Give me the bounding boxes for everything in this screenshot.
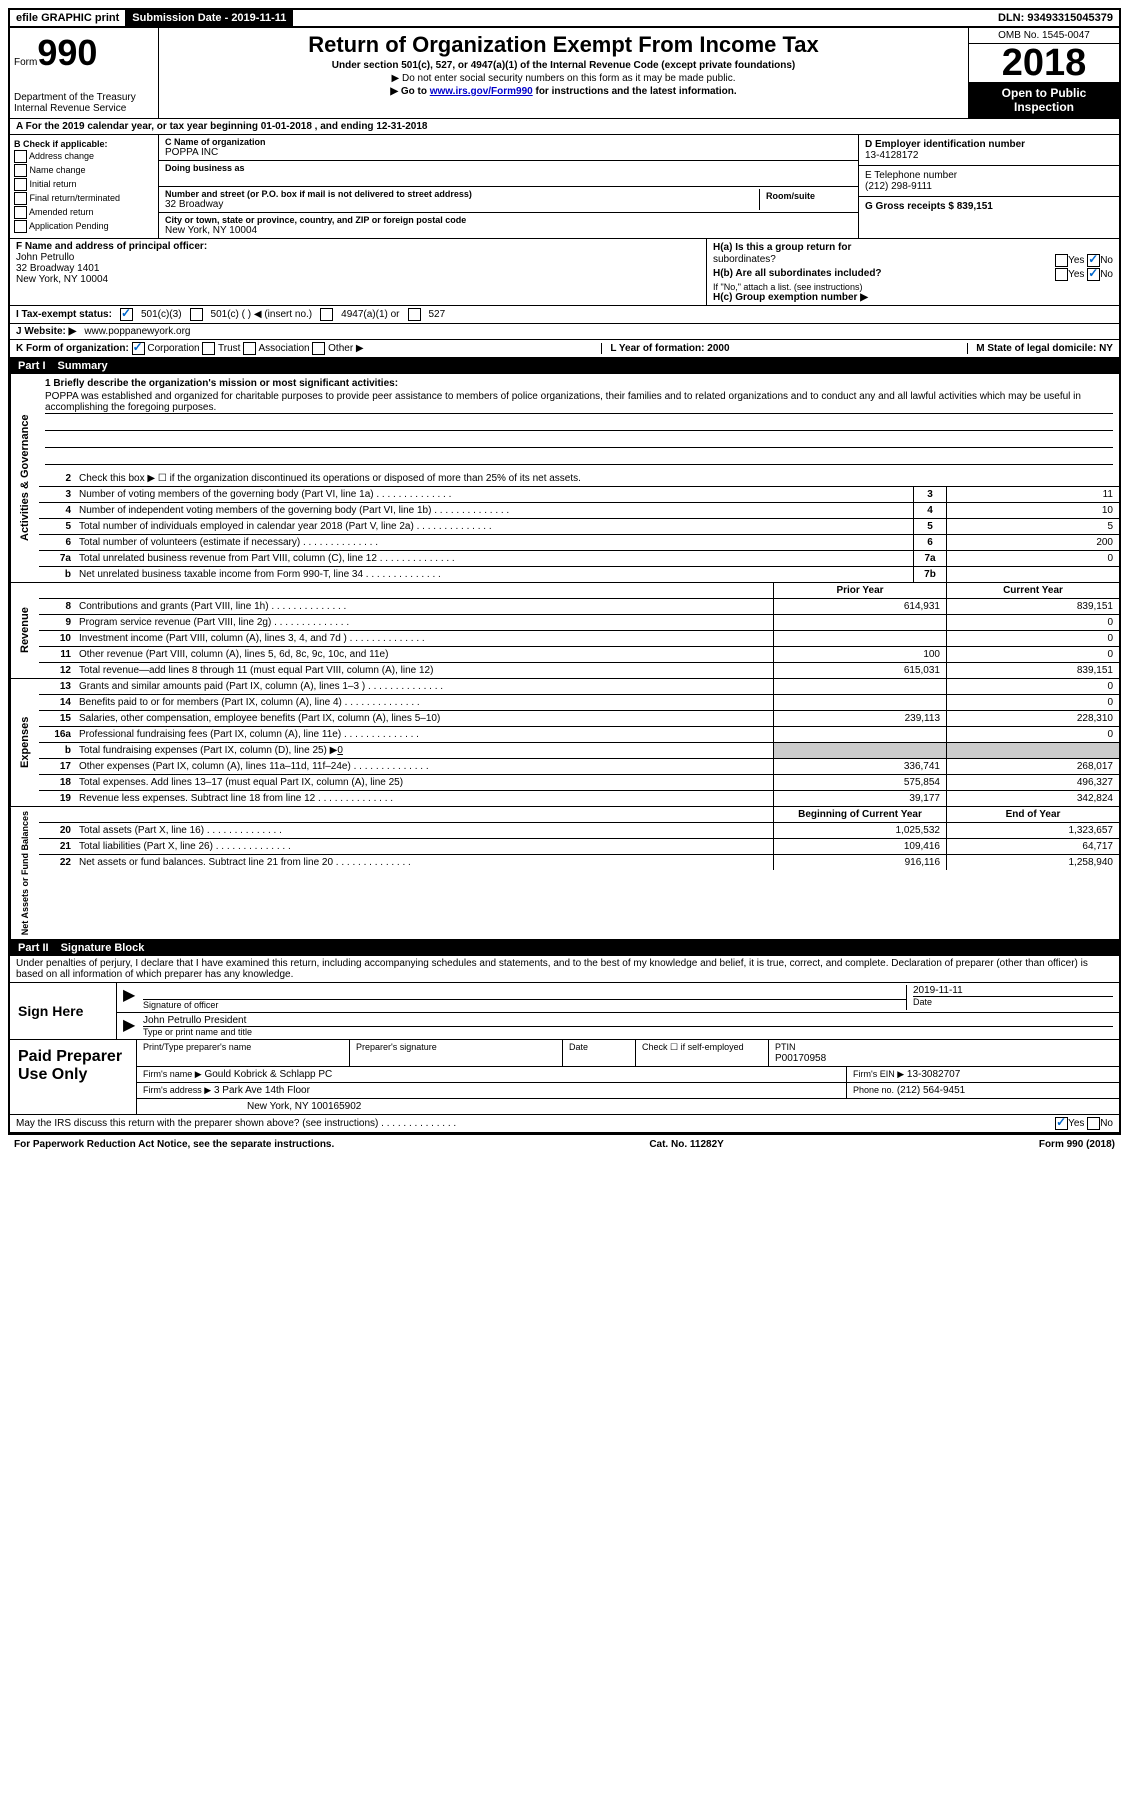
p11: 100 [773, 647, 946, 662]
p20: 1,025,532 [773, 823, 946, 838]
row-klm: K Form of organization: Corporation Trus… [10, 340, 1119, 358]
c18: 496,327 [946, 775, 1119, 790]
arrow-icon: ▶ [123, 985, 143, 1010]
declaration: Under penalties of perjury, I declare th… [10, 956, 1119, 983]
firm-phone: (212) 564-9451 [897, 1085, 965, 1096]
p22: 916,116 [773, 855, 946, 870]
p17: 336,741 [773, 759, 946, 774]
check-initial[interactable]: Initial return [14, 178, 154, 191]
c13: 0 [946, 679, 1119, 694]
c9: 0 [946, 615, 1119, 630]
top-bar: efile GRAPHIC print Submission Date - 20… [8, 8, 1121, 28]
box-h: H(a) Is this a group return for subordin… [707, 239, 1119, 305]
box-c: C Name of organizationPOPPA INC Doing bu… [159, 135, 858, 238]
firm-addr: 3 Park Ave 14th Floor [214, 1085, 310, 1096]
vlabel-revenue: Revenue [10, 583, 39, 678]
check-name[interactable]: Name change [14, 164, 154, 177]
ptin: P00170958 [775, 1053, 826, 1064]
check-final[interactable]: Final return/terminated [14, 192, 154, 205]
c17: 268,017 [946, 759, 1119, 774]
val-4: 10 [946, 503, 1119, 518]
row-a: A For the 2019 calendar year, or tax yea… [10, 119, 1119, 135]
irs-link[interactable]: www.irs.gov/Form990 [430, 86, 533, 97]
vlabel-expenses: Expenses [10, 679, 39, 806]
check-amended[interactable]: Amended return [14, 206, 154, 219]
c20: 1,323,657 [946, 823, 1119, 838]
vlabel-net: Net Assets or Fund Balances [10, 807, 39, 939]
p19: 39,177 [773, 791, 946, 806]
subtitle-1: Under section 501(c), 527, or 4947(a)(1)… [163, 60, 964, 71]
check-501c3[interactable] [120, 308, 133, 321]
c8: 839,151 [946, 599, 1119, 614]
c19: 342,824 [946, 791, 1119, 806]
val-5: 5 [946, 519, 1119, 534]
form-header: Form990 Department of the Treasury Inter… [10, 28, 1119, 119]
box-de: D Employer identification number13-41281… [858, 135, 1119, 238]
val-7a: 0 [946, 551, 1119, 566]
footer: For Paperwork Reduction Act Notice, see … [8, 1135, 1121, 1154]
p12: 615,031 [773, 663, 946, 678]
tax-year: 2018 [969, 44, 1119, 82]
gross-receipts: G Gross receipts $ 839,151 [865, 201, 993, 212]
c16a: 0 [946, 727, 1119, 742]
officer-name: John Petrullo President [143, 1015, 1113, 1027]
check-address[interactable]: Address change [14, 150, 154, 163]
c11: 0 [946, 647, 1119, 662]
form-title: Return of Organization Exempt From Incom… [163, 32, 964, 58]
row-i: I Tax-exempt status: 501(c)(3) 501(c) ( … [10, 306, 1119, 324]
dln: DLN: 93493315045379 [992, 10, 1119, 26]
vlabel-activities: Activities & Governance [10, 374, 39, 582]
c22: 1,258,940 [946, 855, 1119, 870]
firm-name: Gould Kobrick & Schlapp PC [204, 1069, 332, 1080]
p18: 575,854 [773, 775, 946, 790]
form-number: Form990 [14, 32, 154, 74]
submission-date: Submission Date - 2019-11-11 [126, 10, 293, 26]
subtitle-3: ▶ Go to www.irs.gov/Form990 for instruct… [163, 86, 964, 97]
phone: (212) 298-9111 [865, 181, 932, 192]
efile-label: efile GRAPHIC print [10, 10, 126, 26]
city: New York, NY 10004 [165, 225, 257, 236]
street: 32 Broadway [165, 199, 223, 210]
sig-date: 2019-11-11 [913, 985, 1113, 997]
dept-label: Department of the Treasury Internal Reve… [14, 92, 154, 114]
ein: 13-4128172 [865, 150, 918, 161]
mission-block: 1 Briefly describe the organization's mi… [39, 374, 1119, 471]
val-6: 200 [946, 535, 1119, 550]
val-3: 11 [946, 487, 1119, 502]
c14: 0 [946, 695, 1119, 710]
val-7b [946, 567, 1119, 582]
firm-ein: 13-3082707 [907, 1069, 960, 1080]
p21: 109,416 [773, 839, 946, 854]
part-1-header: Part ISummary [10, 358, 1119, 374]
discuss-yes[interactable] [1055, 1117, 1068, 1130]
c15: 228,310 [946, 711, 1119, 726]
box-b: B Check if applicable: Address change Na… [10, 135, 159, 238]
subtitle-2: ▶ Do not enter social security numbers o… [163, 73, 964, 84]
org-name: POPPA INC [165, 147, 218, 158]
p15: 239,113 [773, 711, 946, 726]
p8: 614,931 [773, 599, 946, 614]
c21: 64,717 [946, 839, 1119, 854]
row-j: J Website: ▶ www.poppanewyork.org [10, 324, 1119, 340]
mission-text: POPPA was established and organized for … [45, 391, 1113, 414]
arrow-icon: ▶ [123, 1015, 143, 1037]
c10: 0 [946, 631, 1119, 646]
box-f: F Name and address of principal officer:… [10, 239, 707, 305]
firm-addr2: New York, NY 100165902 [137, 1099, 1119, 1114]
discuss-row: May the IRS discuss this return with the… [10, 1115, 1119, 1133]
check-pending[interactable]: Application Pending [14, 220, 154, 233]
website: www.poppanewyork.org [84, 326, 190, 337]
form-container: Form990 Department of the Treasury Inter… [8, 28, 1121, 1135]
open-inspection: Open to Public Inspection [969, 82, 1119, 118]
part-2-header: Part IISignature Block [10, 940, 1119, 956]
paid-preparer-label: Paid Preparer Use Only [10, 1040, 137, 1114]
discuss-no[interactable] [1087, 1117, 1100, 1130]
c12: 839,151 [946, 663, 1119, 678]
check-corp[interactable] [132, 342, 145, 355]
hb-no[interactable] [1087, 268, 1100, 281]
sign-here-label: Sign Here [10, 983, 117, 1039]
